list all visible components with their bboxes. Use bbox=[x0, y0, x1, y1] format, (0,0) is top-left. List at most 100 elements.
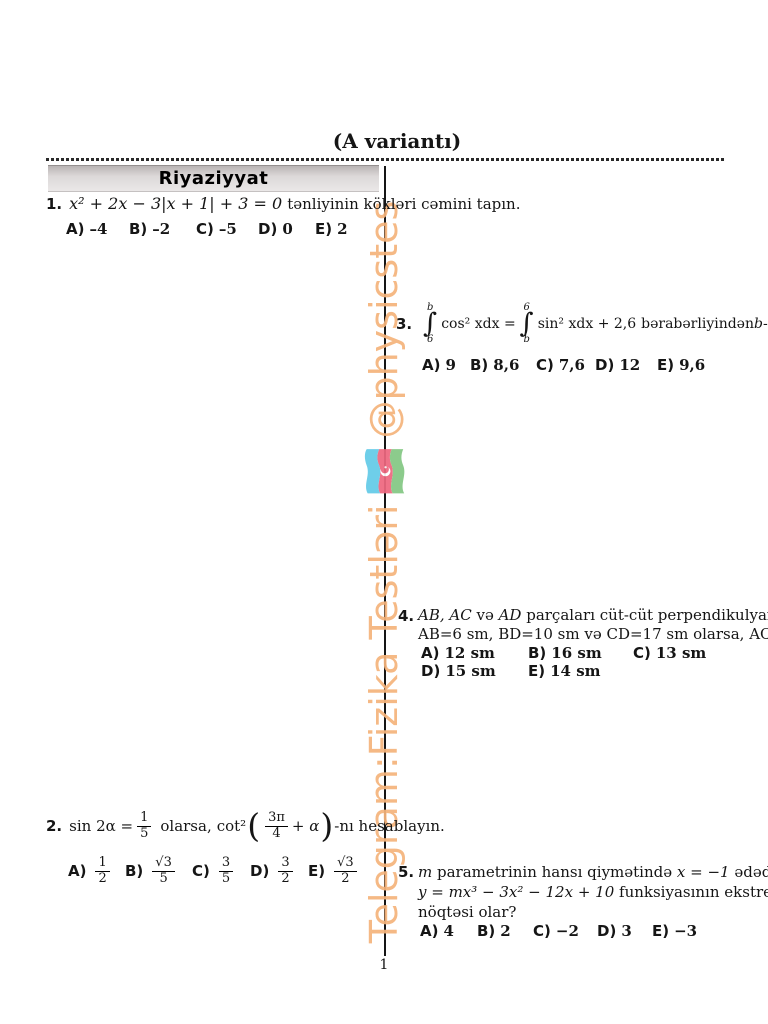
q2-lead: sin 2α = bbox=[69, 817, 134, 835]
option-label: D) bbox=[597, 922, 617, 940]
option-value: –4 bbox=[89, 220, 108, 238]
q4-option-d: D) 15 sm bbox=[421, 662, 496, 680]
option-label: D) bbox=[421, 662, 441, 680]
q2-option-e: E) √3 2 bbox=[308, 855, 361, 887]
option-value: –5 bbox=[218, 220, 237, 238]
question-3-text: 3. b ∫ 6 cos² xdx = 6 ∫ b sin² xdx + 2,6… bbox=[396, 300, 768, 348]
fraction-denominator: 5 bbox=[221, 870, 231, 886]
q3-option-a: A) 9 bbox=[422, 356, 456, 374]
option-value: 0 bbox=[282, 220, 293, 238]
q5-option-e: E) −3 bbox=[652, 922, 697, 940]
fraction-numerator: 1 bbox=[137, 810, 152, 827]
q1-option-a: A) –4 bbox=[66, 220, 107, 238]
integral-lower-bound: 6 bbox=[426, 334, 434, 346]
option-label: D) bbox=[250, 862, 270, 881]
fraction-numerator: 3 bbox=[278, 855, 293, 872]
q3-expression-2: sin² xdx + 2,6 bbox=[537, 316, 637, 332]
option-value: 2 bbox=[337, 220, 348, 238]
q5-line3: nöqtəsi olar? bbox=[418, 903, 517, 921]
question-1: 1. x² + 2x − 3|x + 1| + 3 = 0 tənliyinin… bbox=[46, 194, 520, 240]
q3-tail-end: -ni tapın. bbox=[762, 316, 768, 332]
question-number: 3. bbox=[396, 315, 413, 333]
q4-line2: AB=6 sm, BD=10 sm və CD=17 sm olarsa, AC… bbox=[418, 625, 768, 643]
question-4-text: AB, AC və AD parçaları cüt-cüt perpendik… bbox=[418, 606, 768, 644]
q5-text: parametrinin hansı qiymətində bbox=[432, 863, 677, 881]
option-label: E) bbox=[657, 356, 675, 374]
q4-segments: AB, AC bbox=[418, 606, 472, 624]
option-value: −2 bbox=[555, 922, 579, 940]
q5-option-b: B) 2 bbox=[477, 922, 511, 940]
fraction-denominator: 2 bbox=[98, 870, 107, 886]
option-value: 12 bbox=[619, 356, 641, 374]
column-divider-line bbox=[384, 166, 386, 956]
option-value: 4 bbox=[443, 922, 454, 940]
q3-option-b: B) 8,6 bbox=[470, 356, 519, 374]
q3-expression-1: cos² xdx = bbox=[441, 316, 516, 332]
question-5: 5. m parametrinin hansı qiymətində x = −… bbox=[396, 860, 768, 950]
q2-plus-alpha: + α bbox=[291, 817, 320, 835]
q5-option-a: A) 4 bbox=[420, 922, 454, 940]
option-value: 7,6 bbox=[558, 356, 585, 374]
integral-upper-bound: 6 bbox=[523, 301, 530, 313]
option-label: B) bbox=[129, 220, 148, 238]
fraction-numerator: 3 bbox=[218, 855, 234, 872]
option-value: 9 bbox=[445, 356, 456, 374]
option-fraction: 3 5 bbox=[218, 855, 234, 887]
q2-mid: olarsa, bbox=[160, 817, 212, 835]
option-label: A) bbox=[66, 220, 85, 238]
option-label: B) bbox=[125, 862, 144, 881]
option-value: 15 sm bbox=[445, 662, 496, 680]
option-label: D) bbox=[595, 356, 615, 374]
option-fraction: √3 2 bbox=[334, 855, 357, 887]
option-label: B) bbox=[477, 922, 496, 940]
fraction-numerator: 3π bbox=[265, 810, 288, 827]
fraction-denominator: 5 bbox=[140, 825, 149, 841]
q2-option-d: D) 3 2 bbox=[250, 855, 297, 887]
option-value: 3 bbox=[621, 922, 632, 940]
q4-option-a: A) 12 sm bbox=[421, 644, 495, 662]
option-value: 16 sm bbox=[551, 644, 602, 662]
q5-line2-text: funksiyasının ekstremum bbox=[619, 883, 768, 901]
q3-option-d: D) 12 bbox=[595, 356, 640, 374]
section-header: Riyaziyyat bbox=[48, 165, 379, 192]
option-label: A) bbox=[421, 644, 440, 662]
option-value: 13 sm bbox=[655, 644, 707, 662]
question-4: 4. AB, AC və AD parçaları cüt-cüt perpen… bbox=[396, 606, 768, 686]
q4-option-e: E) 14 sm bbox=[528, 662, 601, 680]
watermark-text: Telegram:Fizika Testləri @physicstes bbox=[361, 201, 407, 944]
q5-x-value: x = −1 bbox=[676, 863, 730, 881]
q5-var-m: m bbox=[418, 863, 433, 881]
option-value: −3 bbox=[674, 922, 698, 940]
page-number: 1 bbox=[379, 957, 389, 973]
question-number: 4. bbox=[398, 607, 415, 625]
option-label: E) bbox=[528, 662, 546, 680]
q3-tail-b: b bbox=[754, 316, 763, 332]
option-value: 2 bbox=[500, 922, 511, 940]
fraction-numerator: √3 bbox=[152, 855, 175, 872]
q3-option-c: C) 7,6 bbox=[536, 356, 585, 374]
option-value: 8,6 bbox=[493, 356, 520, 374]
option-label: C) bbox=[633, 644, 651, 662]
q5-function-formula: y = mx³ − 3x² − 12x + 10 bbox=[418, 883, 615, 901]
q1-option-b: B) –2 bbox=[129, 220, 170, 238]
question-formula: x² + 2x − 3|x + 1| + 3 = 0 bbox=[69, 194, 283, 213]
option-label: A) bbox=[422, 356, 441, 374]
option-value: –2 bbox=[152, 220, 171, 238]
option-fraction: 3 2 bbox=[278, 855, 293, 887]
q4-option-c: C) 13 sm bbox=[633, 644, 706, 662]
dotted-rule bbox=[46, 158, 724, 161]
section-title: Riyaziyyat bbox=[158, 168, 269, 189]
option-value: 12 sm bbox=[444, 644, 495, 662]
integral-sign: ∫ bbox=[519, 307, 534, 339]
q2-fraction-2: 3π 4 bbox=[265, 810, 288, 842]
q2-option-c: C) 3 5 bbox=[192, 855, 237, 887]
option-label: C) bbox=[536, 356, 554, 374]
question-number: 2. bbox=[46, 817, 63, 835]
integral-lower-bound: b bbox=[523, 334, 530, 346]
option-label: A) bbox=[420, 922, 439, 940]
q1-option-c: C) –5 bbox=[196, 220, 237, 238]
variant-title: (A variantı) bbox=[332, 129, 462, 153]
integral-upper-bound: b bbox=[426, 301, 434, 313]
fraction-numerator: √3 bbox=[334, 855, 357, 872]
option-label: A) bbox=[68, 862, 87, 881]
